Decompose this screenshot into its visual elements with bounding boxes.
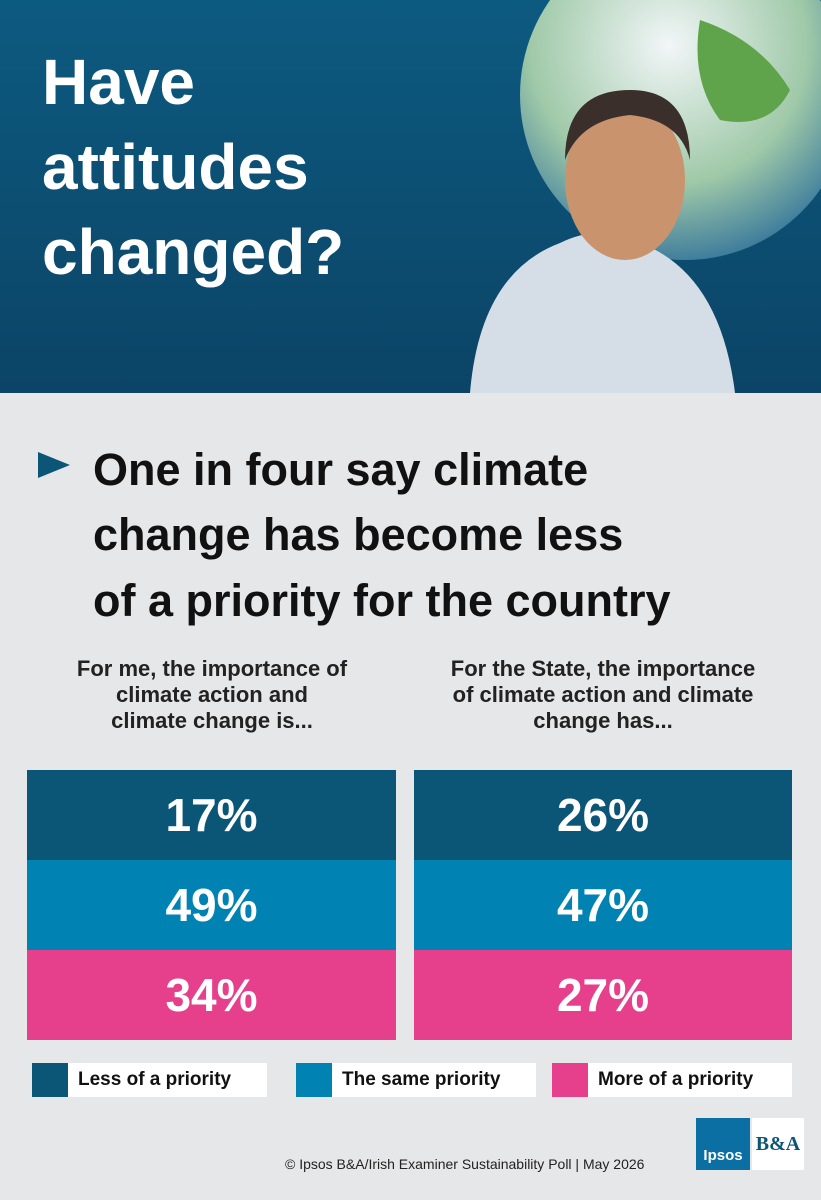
legend-item: Less of a priority <box>32 1063 267 1097</box>
cell: 27% <box>414 950 792 1040</box>
title-line: Have <box>42 46 195 118</box>
legend-label: Less of a priority <box>78 1069 232 1090</box>
legend-swatch <box>32 1063 68 1097</box>
cell: 26% <box>414 770 792 860</box>
cell: 47% <box>414 860 792 950</box>
cell: 49% <box>27 860 396 950</box>
caption-line: climate change is... <box>111 708 313 733</box>
legend-swatch <box>296 1063 332 1097</box>
cell: 34% <box>27 950 396 1040</box>
footer: © Ipsos B&A/Irish Examiner Sustainabilit… <box>285 1156 645 1172</box>
column-block: 17% 49% 34% <box>27 770 396 1040</box>
header: Have attitudes changed? <box>0 0 821 393</box>
headline-line: of a priority for the country <box>93 575 671 626</box>
legend-label: More of a priority <box>598 1069 754 1090</box>
photo <box>470 0 821 393</box>
bullet-arrow <box>38 452 70 478</box>
caption-line: climate action and <box>116 682 308 707</box>
legend-item: The same priority <box>296 1063 536 1097</box>
title-line: attitudes <box>42 131 309 203</box>
caption-line: For the State, the importance <box>450 656 756 681</box>
cell: 17% <box>27 770 396 860</box>
logo: B&A <box>752 1118 804 1170</box>
caption-line: change has... <box>533 708 673 733</box>
legend-label: The same priority <box>342 1069 501 1090</box>
legend-item: More of a priority <box>552 1063 792 1097</box>
caption-line: For me, the importance of <box>76 656 348 681</box>
logo: Ipsos <box>696 1118 750 1170</box>
headline-line: change has become less <box>93 509 624 560</box>
legend-swatch <box>552 1063 588 1097</box>
caption-line: of climate action and climate <box>452 682 754 707</box>
column-block: 26% 47% 27% <box>414 770 792 1040</box>
title-line: changed? <box>42 216 345 288</box>
headline-line: One in four say climate <box>93 444 589 495</box>
